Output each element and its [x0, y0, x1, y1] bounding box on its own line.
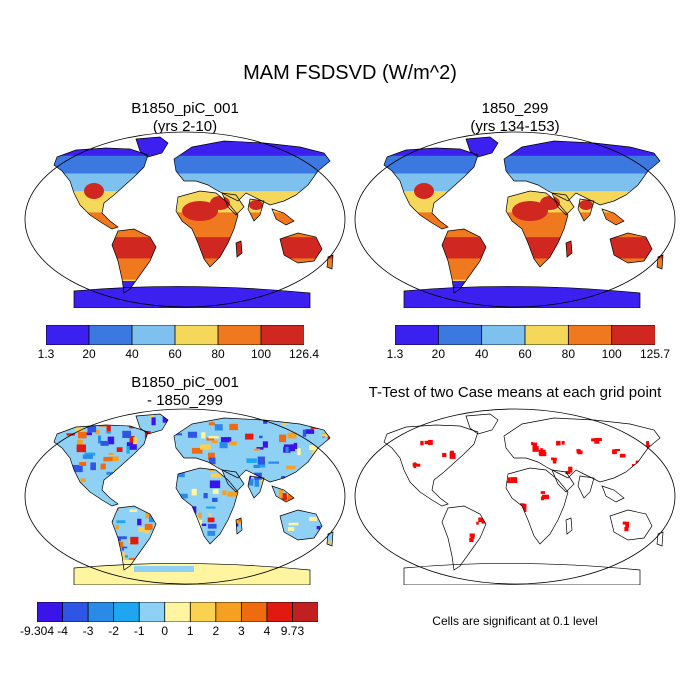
- colorbar-difference: [37, 602, 318, 622]
- map-case1: [24, 131, 346, 308]
- colorbar-tick-label: -3: [82, 624, 94, 638]
- colorbar-tick-label: 9.73: [280, 624, 305, 638]
- colorbar-swatch: [113, 602, 140, 622]
- colorbar-swatch: [260, 325, 304, 345]
- colorbar-swatch: [87, 602, 115, 622]
- colorbar-tick-label: 20: [431, 347, 446, 361]
- colorbar-tick-label: -4: [57, 624, 68, 638]
- colorbar-tick-label: 80: [211, 347, 225, 361]
- colorbar-swatch: [164, 602, 191, 622]
- colorbar-tick-label: 1.3: [37, 347, 55, 361]
- colorbar-tick-label: 3: [238, 624, 245, 638]
- colorbar-swatch: [437, 325, 483, 345]
- colorbar-swatch: [217, 325, 262, 345]
- colorbar-tick-label: 100: [250, 347, 272, 361]
- colorbar-case2-labels: 1.3 20 40 60 80 100 125.7: [387, 347, 670, 363]
- panel-3-title-line-2: - 1850_299: [147, 392, 223, 409]
- panel-4-title-line-1: T-Test of two Case means at each grid po…: [368, 384, 662, 401]
- figure-title: MAM FSDSVD (W/m^2): [243, 62, 457, 84]
- colorbar-swatch: [266, 602, 294, 622]
- colorbar-swatch: [240, 602, 268, 622]
- panel-1-title-line-2: (yrs 2-10): [152, 118, 218, 135]
- colorbar-swatch: [611, 325, 655, 345]
- colorbar-swatch: [138, 602, 166, 622]
- colorbar-swatch: [174, 325, 219, 345]
- colorbar-tick-label: 60: [168, 347, 182, 361]
- panel-4-title: T-Test of two Case means at each grid po…: [350, 384, 680, 402]
- colorbar-case2: [395, 325, 655, 345]
- colorbar-tick-label: -9.304: [19, 624, 55, 638]
- panel-2-title-line-2: (yrs 134-153): [470, 118, 560, 135]
- colorbar-swatch: [131, 325, 176, 345]
- colorbar-swatch: [215, 602, 243, 622]
- colorbar-swatch: [481, 325, 526, 345]
- colorbar-swatch: [88, 325, 133, 345]
- colorbar-tick-label: 60: [518, 347, 532, 361]
- panel-3-title-line-1: B1850_piC_001: [131, 374, 239, 391]
- colorbar-tick-label: 2: [212, 624, 220, 638]
- colorbar-tick-label: -1: [133, 624, 145, 638]
- colorbar-tick-label: 80: [561, 347, 576, 361]
- panel-2-title-line-1: 1850_299: [481, 100, 549, 117]
- colorbar-swatch: [567, 325, 613, 345]
- colorbar-swatch: [189, 602, 217, 622]
- colorbar-tick-label: 125.7: [639, 347, 671, 361]
- map-case2: [354, 131, 676, 308]
- colorbar-case1-labels: 1.3 20 40 60 80 100 126.4: [38, 347, 319, 363]
- colorbar-tick-label: 40: [474, 347, 489, 361]
- colorbar-swatch: [37, 602, 64, 622]
- colorbar-swatch: [524, 325, 570, 345]
- colorbar-swatch: [62, 602, 89, 622]
- panel-1-title-line-1: B1850_piC_001: [131, 100, 239, 117]
- colorbar-tick-label: 1.3: [386, 347, 404, 361]
- panel-3-title: B1850_piC_001 - 1850_299: [20, 374, 350, 410]
- panel-1-title: B1850_piC_001 (yrs 2-10): [20, 100, 350, 136]
- map-difference: [24, 408, 346, 585]
- colorbar-tick-label: 1: [186, 624, 194, 638]
- colorbar-tick-label: 0: [161, 624, 169, 638]
- map-ttest: [354, 408, 676, 585]
- colorbar-tick-label: 4: [263, 624, 271, 638]
- colorbar-tick-label: 40: [125, 347, 139, 361]
- colorbar-tick-label: 100: [601, 347, 622, 361]
- colorbar-swatch: [395, 325, 440, 345]
- colorbar-tick-label: -2: [108, 624, 119, 638]
- colorbar-swatch: [292, 602, 318, 622]
- panel-2-title: 1850_299 (yrs 134-153): [350, 100, 680, 136]
- colorbar-swatch: [46, 325, 90, 345]
- colorbar-difference-labels: -9.304 -4 -3 -2 -1 0 1 2 3 4 9.73: [20, 624, 318, 640]
- significance-note: Cells are significant at 0.1 level: [432, 614, 598, 628]
- colorbar-tick-label: 20: [82, 347, 96, 361]
- colorbar-case1: [46, 325, 304, 345]
- colorbar-tick-label: 126.4: [288, 347, 320, 361]
